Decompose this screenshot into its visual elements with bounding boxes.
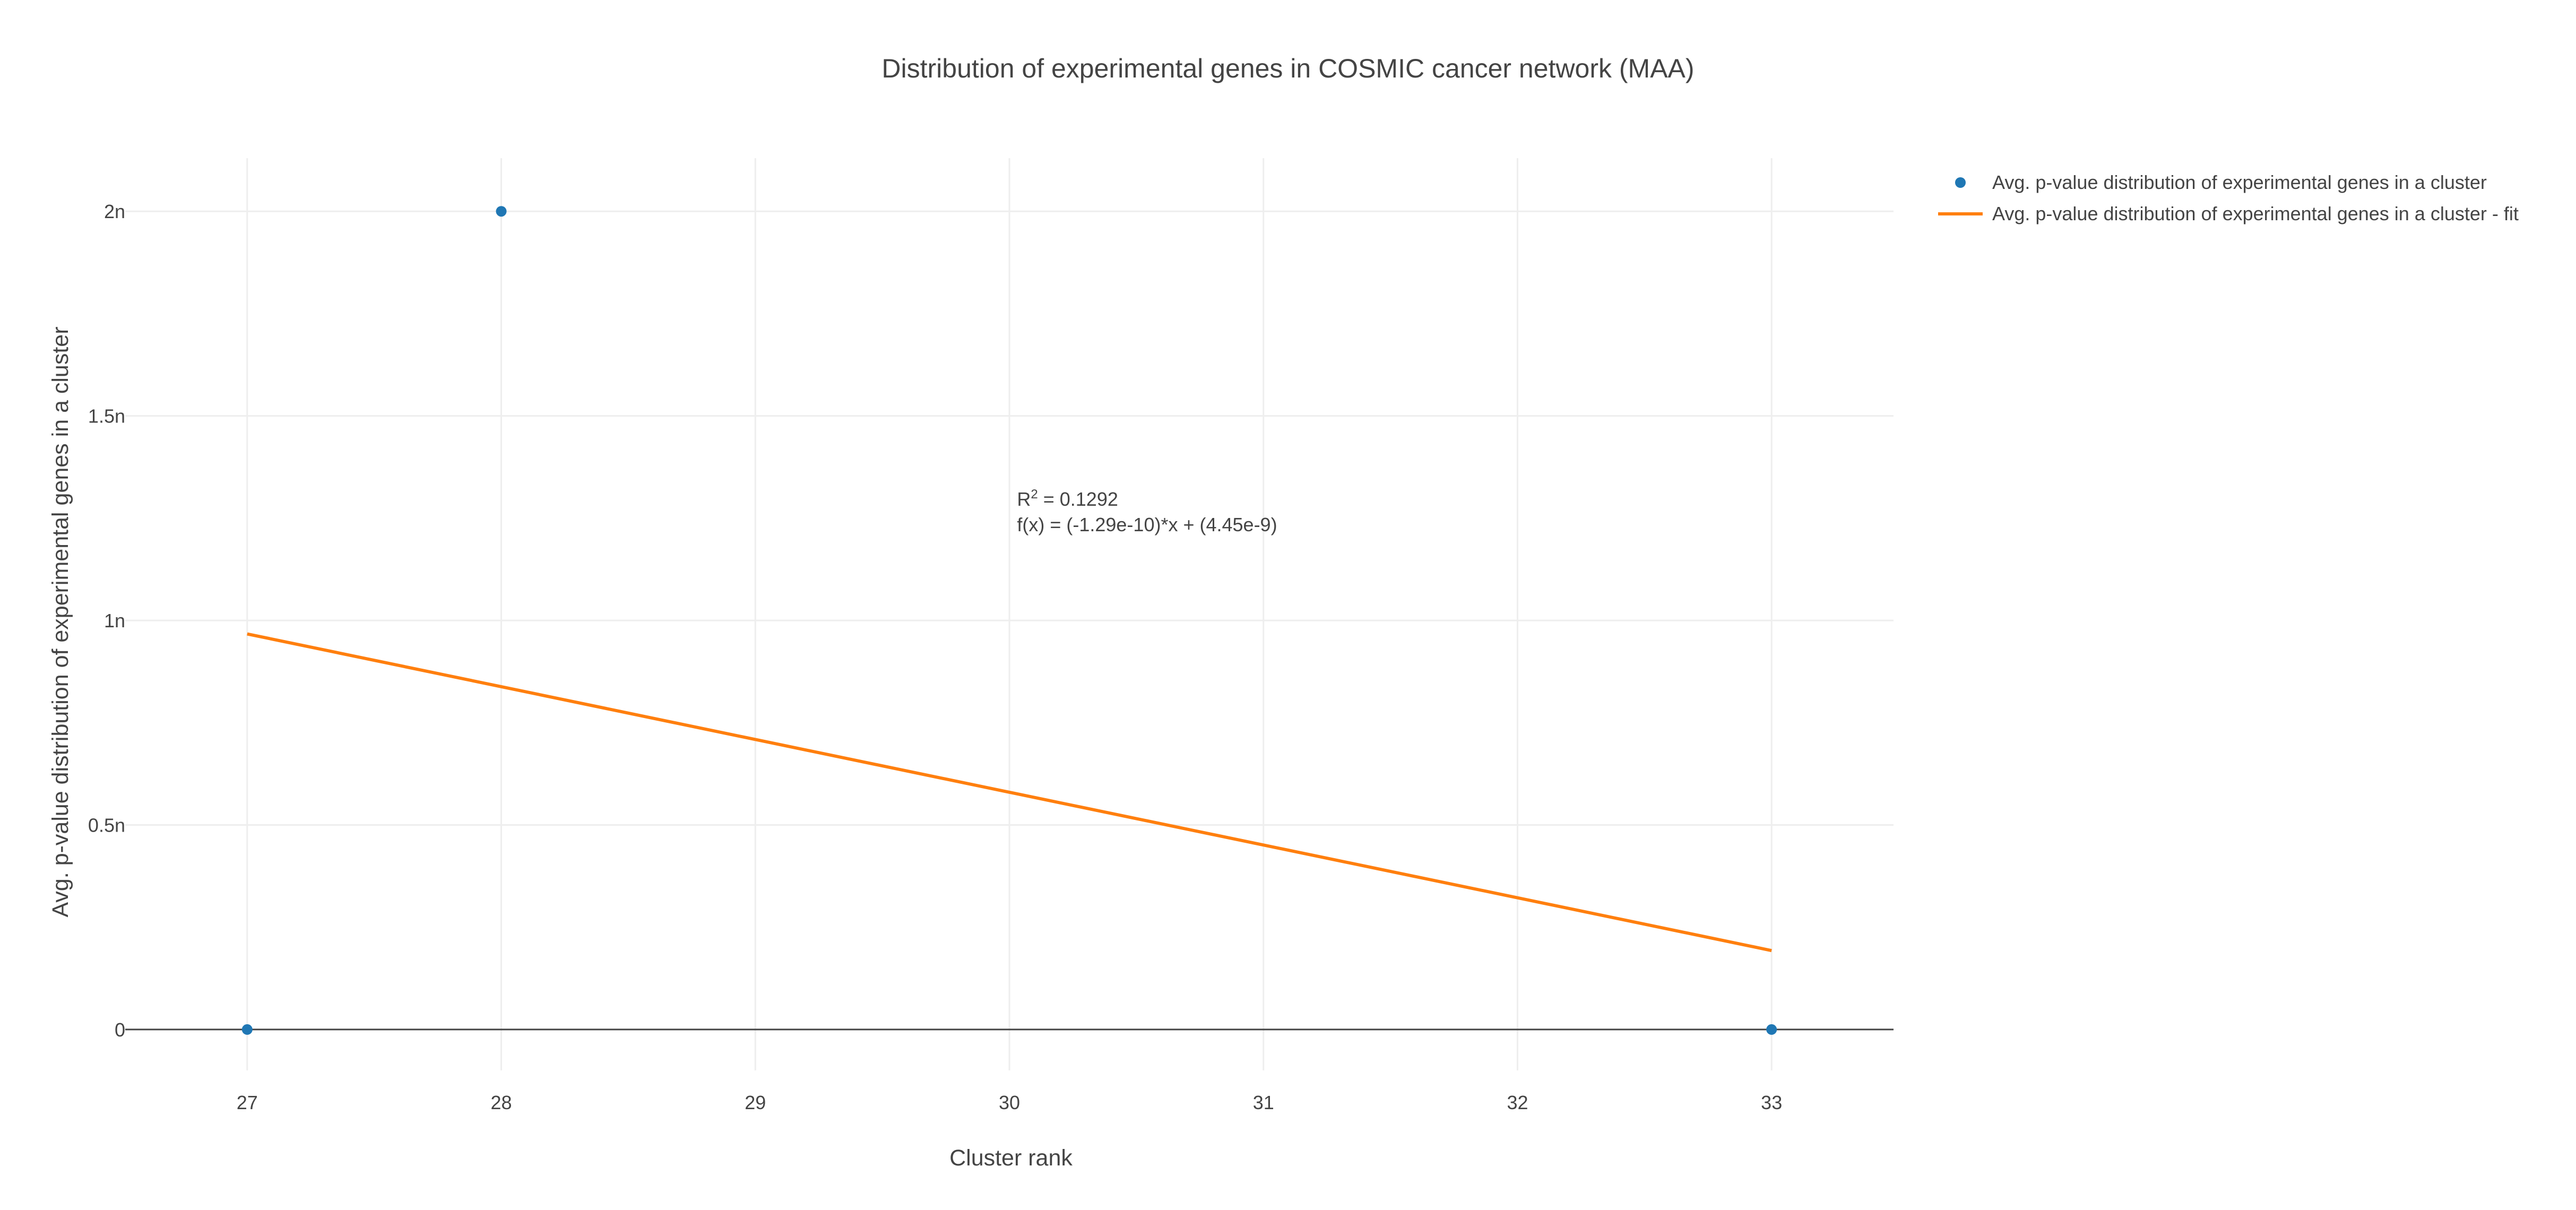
y-tick-label: 2n <box>104 201 125 222</box>
data-point[interactable] <box>496 206 507 217</box>
x-tick-label: 30 <box>999 1092 1020 1113</box>
x-tick-label: 29 <box>745 1092 766 1113</box>
r-squared-prefix: R <box>1017 488 1031 510</box>
x-tick-label: 27 <box>237 1092 258 1113</box>
x-axis-ticks: 27 28 29 30 31 32 33 <box>237 1092 1782 1113</box>
data-point[interactable] <box>241 1024 253 1035</box>
r-squared-text: R2 = 0.1292 <box>1017 487 1118 510</box>
fit-formula-text: f(x) = (-1.29e-10)*x + (4.45e-9) <box>1017 514 1277 535</box>
fit-line[interactable] <box>247 632 1772 953</box>
legend-label-fit[interactable]: Avg. p-value distribution of experimenta… <box>1992 203 2519 224</box>
y-axis-label: Avg. p-value distribution of experimenta… <box>48 326 73 917</box>
chart-title: Distribution of experimental genes in CO… <box>881 54 1694 83</box>
grid <box>125 158 1894 1070</box>
fit-annotation: R2 = 0.1292 f(x) = (-1.29e-10)*x + (4.45… <box>1017 487 1277 535</box>
x-tick-label: 28 <box>491 1092 512 1113</box>
plot-area <box>241 206 1777 1035</box>
x-tick-label: 31 <box>1253 1092 1274 1113</box>
y-tick-label: 1n <box>104 610 125 632</box>
r-squared-value: = 0.1292 <box>1038 488 1118 510</box>
legend-marker-points[interactable] <box>1955 177 1966 188</box>
x-tick-label: 32 <box>1507 1092 1528 1113</box>
x-axis-label: Cluster rank <box>949 1145 1073 1171</box>
legend-label-points[interactable]: Avg. p-value distribution of experimenta… <box>1992 171 2487 193</box>
data-point[interactable] <box>1766 1024 1777 1035</box>
y-tick-label: 0.5n <box>88 814 125 836</box>
legend: Avg. p-value distribution of experimenta… <box>1938 171 2519 224</box>
y-tick-label: 0 <box>115 1019 125 1041</box>
y-tick-label: 1.5n <box>88 405 125 427</box>
r-squared-superscript: 2 <box>1031 487 1038 502</box>
x-tick-label: 33 <box>1761 1092 1782 1113</box>
y-axis-ticks: 0 0.5n 1n 1.5n 2n <box>88 201 125 1041</box>
